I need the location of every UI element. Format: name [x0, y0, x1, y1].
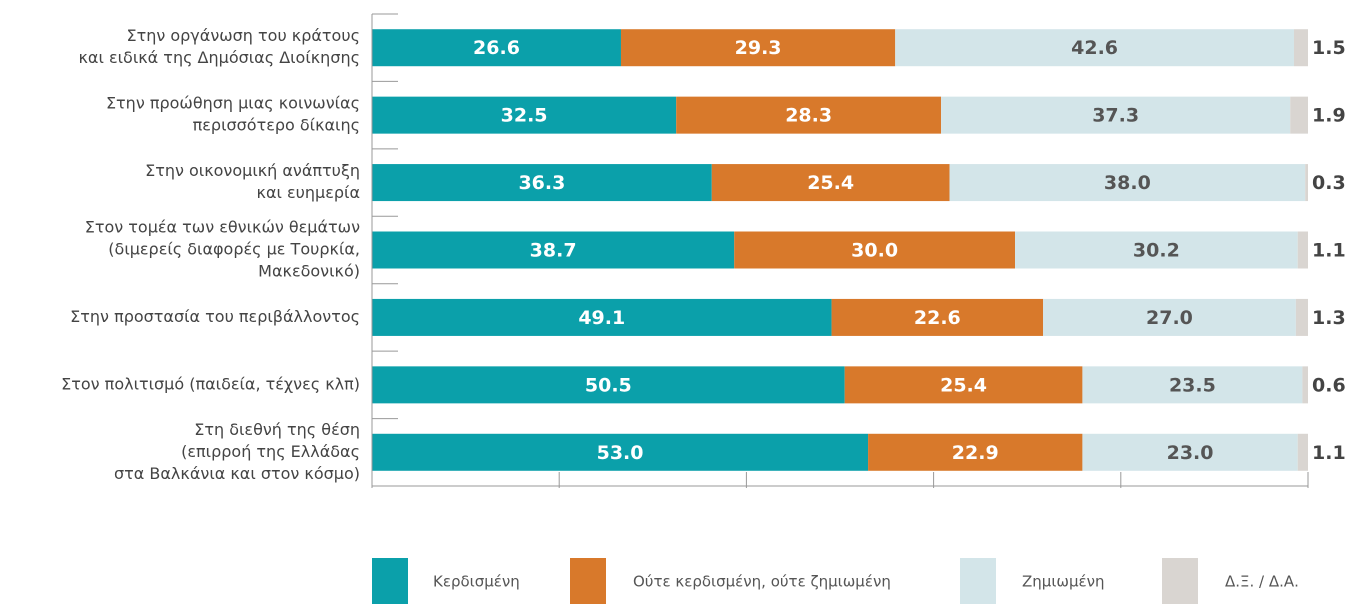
bar-segment	[676, 96, 942, 134]
category-label: και ευημερία	[257, 183, 360, 202]
value-label: 30.2	[1133, 240, 1180, 262]
value-label: 27.0	[1146, 307, 1193, 329]
bar-segment	[1302, 366, 1308, 404]
value-label: 25.4	[940, 374, 987, 396]
legend-label: Κερδισμένη	[433, 573, 520, 591]
value-label: 38.7	[530, 240, 577, 262]
value-label: 23.5	[1169, 374, 1216, 396]
legend-swatch	[960, 558, 996, 604]
bar-segment	[1297, 231, 1308, 269]
value-label: 29.3	[735, 37, 782, 59]
bar-segment	[1297, 433, 1308, 471]
bar-segment	[949, 164, 1306, 202]
legend-label: Ούτε κερδισμένη, ούτε ζημιωμένη	[633, 573, 891, 591]
category-label: (επιρροή της Ελλάδας	[181, 442, 360, 461]
bar-segment	[1305, 164, 1308, 202]
legend-swatch	[570, 558, 606, 604]
value-label: 32.5	[501, 105, 548, 127]
value-label: 38.0	[1104, 172, 1151, 194]
category-label: στα Βαλκάνια και στον κόσμο)	[114, 464, 360, 483]
value-label: 50.5	[585, 374, 632, 396]
value-label: 0.6	[1312, 374, 1346, 396]
category-label: Στην προώθηση μιας κοινωνίας	[106, 94, 360, 113]
bar-segment	[1290, 96, 1308, 134]
bar-segment	[372, 433, 869, 471]
bar-segment	[1043, 298, 1296, 336]
category-label: Στην προστασία του περιβάλλοντος	[70, 307, 360, 326]
bar-segment	[372, 298, 832, 336]
category-label: (διμερείς διαφορές με Τουρκία,	[108, 240, 360, 259]
bar-segment	[1082, 366, 1303, 404]
bar-segment	[1293, 29, 1308, 67]
legend-swatch	[372, 558, 408, 604]
legend-label: Δ.Ξ. / Δ.Α.	[1225, 573, 1299, 591]
value-label: 22.9	[952, 442, 999, 464]
value-label: 1.3	[1312, 307, 1346, 329]
value-label: 1.9	[1312, 105, 1346, 127]
bar-segment	[711, 164, 950, 202]
bar-segment	[372, 96, 677, 134]
bar-segment	[895, 29, 1294, 67]
bar-segment	[868, 433, 1083, 471]
category-label: Μακεδονικό)	[258, 262, 360, 281]
bar-segment	[1082, 433, 1298, 471]
value-label: 1.1	[1312, 240, 1346, 262]
bar-segment	[372, 164, 712, 202]
category-label: περισσότερο δίκαιης	[193, 116, 360, 135]
bar-segment	[1295, 298, 1308, 336]
value-label: 23.0	[1167, 442, 1214, 464]
value-label: 30.0	[851, 240, 898, 262]
bar-segment	[844, 366, 1083, 404]
category-label: Στον πολιτισμό (παιδεία, τέχνες κλπ)	[61, 374, 360, 393]
category-label: Στη διεθνή της θέση	[194, 420, 360, 439]
legend-label: Ζημιωμένη	[1022, 573, 1105, 591]
value-label: 0.3	[1312, 172, 1346, 194]
value-label: 37.3	[1092, 105, 1139, 127]
bar-segment	[620, 29, 896, 67]
value-label: 36.3	[518, 172, 565, 194]
value-label: 1.5	[1312, 37, 1346, 59]
value-label: 25.4	[807, 172, 854, 194]
value-label: 53.0	[597, 442, 644, 464]
category-label: Στην οργάνωση του κράτους	[126, 26, 360, 45]
category-label: Στην οικονομική ανάπτυξη	[145, 161, 360, 180]
bar-segment	[1015, 231, 1298, 269]
bar-segment	[372, 366, 845, 404]
bar-segment	[941, 96, 1291, 134]
value-label: 26.6	[473, 37, 520, 59]
category-label: Στον τομέα των εθνικών θεμάτων	[85, 218, 360, 237]
value-label: 22.6	[914, 307, 961, 329]
value-label: 49.1	[578, 307, 625, 329]
value-label: 28.3	[785, 105, 832, 127]
bar-segment	[831, 298, 1044, 336]
bar-segment	[372, 231, 735, 269]
value-label: 42.6	[1071, 37, 1118, 59]
bar-segment	[372, 29, 621, 67]
legend-swatch	[1162, 558, 1198, 604]
bar-segment	[734, 231, 1016, 269]
category-label: και ειδικά της Δημόσιας Διοίκησης	[79, 48, 361, 67]
value-label: 1.1	[1312, 442, 1346, 464]
